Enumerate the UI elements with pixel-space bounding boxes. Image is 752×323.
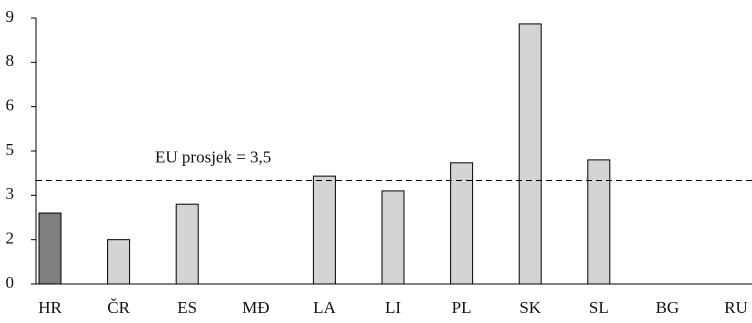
x-tick-label: RU xyxy=(724,298,748,317)
x-tick-label: SL xyxy=(589,298,609,317)
x-tick-label: SK xyxy=(519,298,541,317)
bar xyxy=(518,23,542,285)
y-tick-label: 0 xyxy=(6,273,15,292)
reference-label: EU prosjek = 3,5 xyxy=(155,147,271,166)
x-tick-label: BG xyxy=(656,298,680,317)
bar xyxy=(107,239,131,285)
x-tick-label: PL xyxy=(452,298,472,317)
x-tick-label: LA xyxy=(313,298,336,317)
y-tick-label: 9 xyxy=(6,7,15,26)
y-tick-label: 3 xyxy=(6,184,15,203)
y-tick-label: 6 xyxy=(6,96,15,115)
bar xyxy=(450,162,474,285)
x-tick-label: ČR xyxy=(107,298,130,317)
x-tick-label: MĐ xyxy=(242,298,269,317)
bar xyxy=(587,159,611,285)
y-tick-label: 8 xyxy=(6,51,15,70)
bar xyxy=(312,175,336,285)
x-tick-label: ES xyxy=(177,298,197,317)
bar xyxy=(381,190,405,285)
bar xyxy=(38,212,62,285)
y-tick-label: 2 xyxy=(6,229,15,248)
x-tick-label: LI xyxy=(385,298,401,317)
x-tick-label: HR xyxy=(38,298,62,317)
y-tick-label: 5 xyxy=(6,140,15,159)
bar xyxy=(175,203,199,285)
